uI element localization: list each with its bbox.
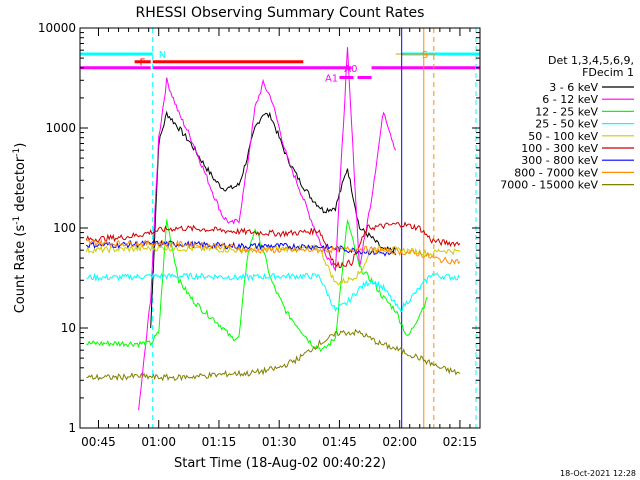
flag-label: S: [422, 50, 428, 61]
x-tick-label: 01:30: [262, 435, 297, 449]
chart-title: RHESSI Observing Summary Count Rates: [136, 5, 425, 21]
y-axis-label-end: ): [13, 143, 28, 148]
y-axis-label: Count Rate (s-1 detector-1): [12, 143, 28, 314]
flag-label: A0: [344, 64, 357, 75]
timestamp: 18-Oct-2021 12:28: [560, 469, 636, 478]
legend-entry-label: 25 - 50 keV: [535, 118, 598, 131]
y-tick-label: 10: [61, 321, 76, 335]
x-tick-label: 00:45: [81, 435, 116, 449]
series-line-3: [86, 272, 461, 313]
series-layer: [85, 47, 461, 411]
x-tick-label: 02:00: [382, 435, 417, 449]
legend-entry-label: 3 - 6 keV: [549, 81, 598, 94]
y-tick-label: 1000: [45, 121, 76, 135]
x-tick-label: 01:45: [322, 435, 357, 449]
legend-entry-label: 6 - 12 keV: [542, 93, 598, 106]
flag-label: N: [159, 50, 166, 61]
legend-entry-label: 50 - 100 keV: [528, 130, 598, 143]
y-axis-label-sup2: -1: [12, 148, 22, 157]
series-line-7: [86, 238, 461, 265]
y-tick-label: 10000: [38, 21, 76, 35]
legend-entry-label: 800 - 7000 keV: [514, 166, 598, 179]
x-tick-label: 02:15: [443, 435, 478, 449]
legend-entry-label: 7000 - 15000 keV: [500, 179, 598, 192]
series-line-5: [85, 221, 461, 268]
x-axis: 00:45 01:00 01:15 01:30 01:45 02:00 02:15: [81, 28, 477, 449]
y-axis-label-mid: detector: [13, 156, 28, 216]
x-tick-label: 01:15: [202, 435, 237, 449]
x-tick-label: 01:00: [141, 435, 176, 449]
y-axis-label-sup: -1: [12, 216, 22, 225]
y-tick-label: 100: [53, 221, 76, 235]
series-line-8: [86, 328, 461, 382]
legend-entry-label: 300 - 800 keV: [521, 154, 598, 167]
series-line-0: [150, 110, 397, 329]
legend-header-line2: FDecim 1: [582, 66, 634, 79]
legend-header-line1: Det 1,3,4,5,6,9,: [548, 54, 634, 67]
series-line-6: [86, 239, 397, 257]
series-line-4: [85, 244, 461, 286]
legend-entry-label: 100 - 300 keV: [521, 142, 598, 155]
flag-label: F: [139, 58, 145, 69]
flag-label: A1: [325, 73, 338, 84]
x-axis-label: Start Time (18-Aug-02 00:40:22): [174, 456, 386, 471]
legend-entry-label: 12 - 25 keV: [535, 105, 598, 118]
series-line-1: [138, 47, 397, 411]
y-axis-label-main: Count Rate (s: [13, 225, 28, 314]
y-tick-label: 1: [68, 421, 76, 435]
y-axis: 1 10 100 1000 10000: [38, 21, 480, 435]
